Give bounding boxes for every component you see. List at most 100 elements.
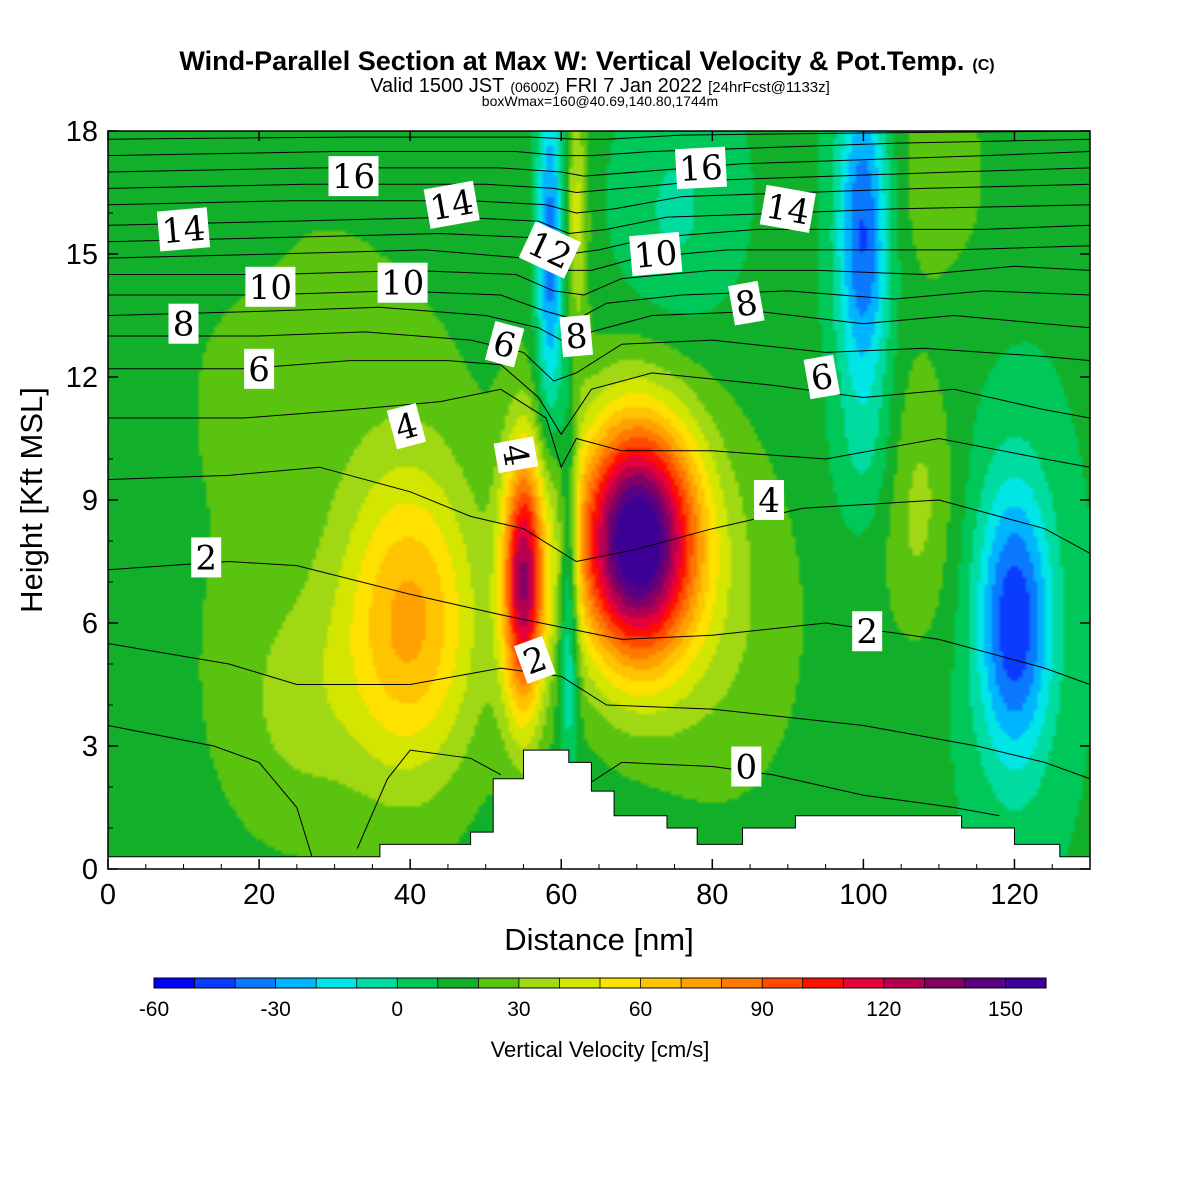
colorbar-swatch-1 [194,978,236,988]
contour-label-18: 14 [423,180,480,229]
subtitle-date: FRI 7 Jan 2022 [565,75,702,97]
contour-label-box [754,480,784,520]
contour-label-box [484,320,525,368]
theta-contour-4 [108,560,1090,685]
colorbar-swatch-11 [600,978,642,988]
contour-label-17: 14 [156,207,211,253]
x-tick-label-0: 0 [100,879,116,911]
contour-label-text: 6 [248,350,270,390]
y-tick-label-9: 9 [82,485,98,517]
contour-label-box [731,746,762,787]
colorbar: -60 -30 0 30 60 90 120 150 [139,977,1047,1021]
contour-label-19: 14 [759,184,816,233]
contour-label-text: 2 [195,538,217,578]
contour-label-11: 8 [559,314,593,358]
contour-label-9: 6 [803,354,841,400]
contour-label-text: 14 [427,182,477,229]
colorbar-swatch-17 [843,978,885,988]
contour-label-text: 0 [735,748,757,788]
contour-label-box [559,314,593,358]
colorbar-swatch-8 [478,978,520,988]
contour-label-21: 16 [674,146,728,190]
theta-contour-7 [108,360,1090,436]
colorbar-tick-120: 120 [866,998,901,1021]
contour-label-text: 10 [381,264,424,304]
x-axis-title: Distance [nm] [504,922,694,957]
colorbar-swatch-21 [1005,978,1047,988]
colorbar-swatch-4 [316,978,358,988]
y-axis: 0 3 6 9 12 15 18 [66,116,1090,886]
theta-contour-16 [108,167,1090,194]
contour-label-box [156,207,211,252]
theta-contour-13 [108,224,1090,255]
contour-label-text: 8 [173,305,195,345]
contour-label-box [191,537,222,578]
contour-label-text: 10 [632,233,679,277]
contour-label-box [245,266,296,307]
theta-contour-17 [108,151,1090,177]
x-tick-label-100: 100 [839,879,887,911]
y-tick-label-12: 12 [66,362,98,394]
contour-label-1: 2 [191,537,222,578]
contour-label-box [513,635,556,684]
contour-label-text: 16 [332,157,375,197]
colorbar-swatch-0 [154,978,196,988]
contour-label-box [803,354,841,400]
colorbar-swatch-15 [762,978,804,988]
colorbar-title: Vertical Velocity [cm/s] [491,1037,710,1062]
contour-label-7: 6 [244,348,275,390]
colorbar-tick--30: -30 [260,998,290,1021]
contour-label-box [423,180,480,229]
contour-label-box [759,184,816,233]
contour-label-3: 2 [852,611,883,652]
colorbar-swatch-18 [883,978,925,988]
contour-label-box [674,146,728,190]
colorbar-swatch-3 [275,978,317,988]
theta-contour-15 [108,183,1090,214]
contour-label-text: 2 [856,612,878,652]
contour-label-text: 14 [763,186,813,233]
contour-label-4: 4 [386,402,427,450]
contour-label-12: 8 [728,280,765,326]
contour-label-10: 8 [168,303,199,345]
colorbar-frame [153,977,1047,989]
contour-label-13: 10 [245,266,296,308]
contour-label-box [377,262,428,303]
chart-title-text: Wind-Parallel Section at Max W: Vertical… [179,46,964,76]
theta-contour-2 [583,761,1000,817]
theta-contour-9 [108,306,1090,345]
subtitle-fcst: [24hrFcst@1133z] [708,79,830,96]
contour-label-box [168,303,199,344]
theta-contour-5 [108,466,1090,563]
colorbar-swatch-19 [924,978,966,988]
contour-label-text: 4 [758,481,780,521]
contour-label-20: 16 [328,156,379,197]
colorbar-tick-0: 0 [391,998,403,1021]
colorbar-tick-150: 150 [988,998,1023,1021]
contour-label-box [328,156,379,197]
contour-label-box [244,348,275,389]
contour-label-text: 10 [249,268,292,308]
theta-contour-0 [108,725,313,857]
colorbar-swatch-12 [640,978,682,988]
contour-label-8: 6 [484,320,525,368]
contour-label-text: 8 [564,316,589,358]
theta-contour-12 [108,245,1090,271]
x-tick-label-120: 120 [990,879,1038,911]
theta-contour-19 [108,131,1090,140]
contour-label-0: 0 [731,746,762,788]
colorbar-swatch-6 [397,978,439,988]
contour-label-text: 16 [678,148,723,190]
theta-contour-18 [108,138,1090,157]
contour-label-box [386,402,427,450]
vertical-velocity-field [108,131,1090,869]
theta-contour-1 [356,749,502,849]
theta-contour-3 [108,643,1090,780]
chart-subtitle: Valid 1500 JST (0600Z) FRI 7 Jan 2022 [24hr… [370,75,830,97]
contour-label-text: 14 [160,209,207,253]
theta-contour-10 [108,290,1090,321]
contour-label-5: 4 [493,436,539,474]
